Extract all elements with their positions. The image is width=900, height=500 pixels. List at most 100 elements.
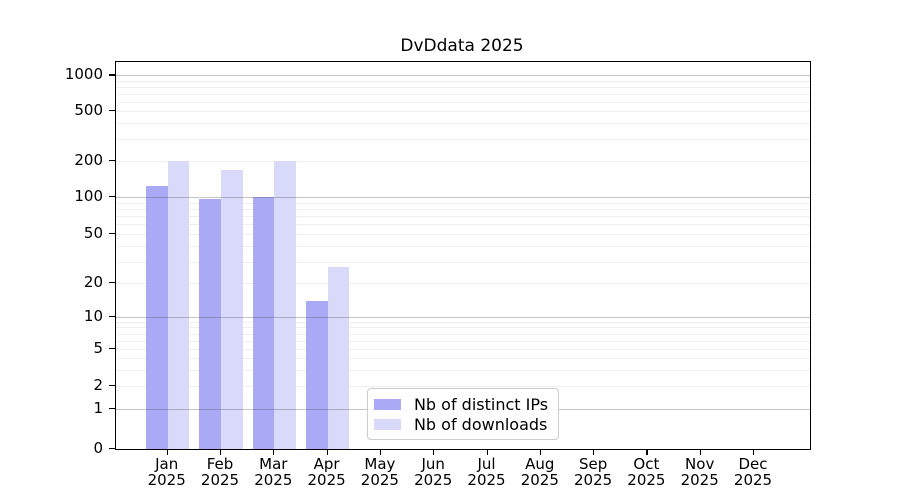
gridline-minor <box>116 233 810 235</box>
gridline-minor <box>116 358 810 360</box>
x-tick-year: 2025 <box>200 471 240 489</box>
legend-label-downloads: Nb of downloads <box>413 414 548 434</box>
y-tick-mark <box>109 384 115 386</box>
y-tick-mark <box>109 315 115 318</box>
y-tick-mark <box>109 407 115 410</box>
x-tick-mark <box>220 449 222 455</box>
x-tick-label: Nov 2025 <box>680 455 719 489</box>
y-tick-label: 2 <box>93 375 103 394</box>
x-tick-label: Dec 2025 <box>733 455 773 489</box>
gridline-minor <box>116 123 810 125</box>
gridline-minor <box>116 208 810 210</box>
bar-downloads-jan <box>167 161 190 449</box>
x-tick-label: May 2025 <box>360 455 399 489</box>
x-tick-label: Apr 2025 <box>307 455 346 489</box>
bar-distinct-ips-feb <box>199 198 221 449</box>
y-tick-mark <box>109 109 115 112</box>
x-tick-mark <box>379 449 382 455</box>
y-tick-mark <box>109 196 115 198</box>
gridline-minor <box>116 340 810 342</box>
gridline-minor <box>116 161 810 163</box>
gridline-minor <box>116 333 810 335</box>
gridline-minor <box>116 283 810 285</box>
gridline-major <box>116 197 810 198</box>
chart-title: DvDdata 2025 <box>400 36 524 56</box>
y-tick-mark <box>109 160 115 162</box>
bar-distinct-ips-mar <box>252 197 275 449</box>
gridline-minor <box>116 110 810 112</box>
y-tick-mark <box>109 282 115 284</box>
x-tick-year: 2025 <box>627 471 666 489</box>
legend-swatch-downloads <box>373 418 401 430</box>
x-tick-label: Aug 2025 <box>520 455 559 489</box>
gridline-minor <box>116 101 810 103</box>
bar-distinct-ips-jan <box>146 185 168 449</box>
plot-area: Nb of distinct IPs Nb of downloads <box>115 61 811 450</box>
y-tick-label: 50 <box>83 223 103 242</box>
legend-swatch-distinct-ips <box>373 398 401 410</box>
y-tick-label: 20 <box>83 273 103 292</box>
y-tick-mark <box>109 347 115 349</box>
x-tick-year: 2025 <box>147 471 186 489</box>
x-tick-label: Oct 2025 <box>627 455 666 489</box>
gridline-minor <box>116 86 810 88</box>
gridline-minor <box>116 321 810 323</box>
x-tick-mark <box>699 449 701 455</box>
x-tick-year: 2025 <box>467 471 506 489</box>
x-tick-label: Feb 2025 <box>200 455 240 489</box>
x-tick-mark <box>326 449 328 455</box>
gridline-minor <box>116 93 810 95</box>
legend-label-distinct-ips: Nb of distinct IPs <box>413 394 549 414</box>
gridline-minor <box>116 224 810 226</box>
bar-distinct-ips-apr <box>305 300 328 449</box>
x-tick-year: 2025 <box>520 471 559 489</box>
y-tick-label: 10 <box>83 306 103 325</box>
x-tick-year: 2025 <box>307 471 346 489</box>
x-tick-mark <box>166 449 168 455</box>
gridline-major <box>116 316 810 318</box>
gridline-minor <box>116 348 810 350</box>
y-tick-label: 500 <box>74 100 103 119</box>
x-tick-year: 2025 <box>254 471 293 489</box>
gridline-major <box>116 75 810 77</box>
x-tick-label: Mar 2025 <box>254 455 293 489</box>
gridline-minor <box>116 370 810 372</box>
y-tick-mark <box>109 232 115 234</box>
x-tick-label: Jun 2025 <box>414 455 453 489</box>
legend: Nb of distinct IPs Nb of downloads <box>366 388 560 440</box>
gridline-minor <box>116 139 810 141</box>
x-tick-label: Jan 2025 <box>147 455 186 489</box>
gridline-minor <box>116 80 810 82</box>
gridline-minor <box>116 245 810 247</box>
y-tick-mark <box>109 448 115 450</box>
x-tick-mark <box>646 449 648 455</box>
x-tick-mark <box>433 449 435 455</box>
x-tick-year: 2025 <box>680 471 719 489</box>
gridline-minor <box>116 385 810 387</box>
bar-downloads-mar <box>274 161 296 449</box>
gridline-minor <box>116 261 810 263</box>
gridline-minor <box>116 215 810 217</box>
x-tick-year: 2025 <box>414 471 453 489</box>
x-tick-year: 2025 <box>574 471 613 489</box>
x-tick-year: 2025 <box>733 471 773 489</box>
legend-row-downloads: Nb of downloads <box>373 414 548 434</box>
y-tick-label: 5 <box>93 338 103 357</box>
y-tick-label: 200 <box>74 151 103 170</box>
x-tick-mark <box>539 449 541 455</box>
y-tick-mark <box>109 74 115 76</box>
y-tick-label: 1 <box>93 398 103 417</box>
x-tick-year: 2025 <box>360 471 399 489</box>
x-tick-mark <box>593 449 595 455</box>
y-tick-label: 100 <box>74 187 103 205</box>
legend-row-distinct-ips: Nb of distinct IPs <box>373 394 549 414</box>
x-tick-mark <box>486 449 488 455</box>
bar-downloads-apr <box>327 267 350 449</box>
gridline-minor <box>116 202 810 204</box>
x-tick-mark <box>273 449 275 455</box>
y-tick-label: 0 <box>93 439 103 457</box>
x-tick-label: Sep 2025 <box>574 455 613 489</box>
x-tick-label: Jul 2025 <box>467 455 506 489</box>
bar-downloads-feb <box>221 169 243 449</box>
